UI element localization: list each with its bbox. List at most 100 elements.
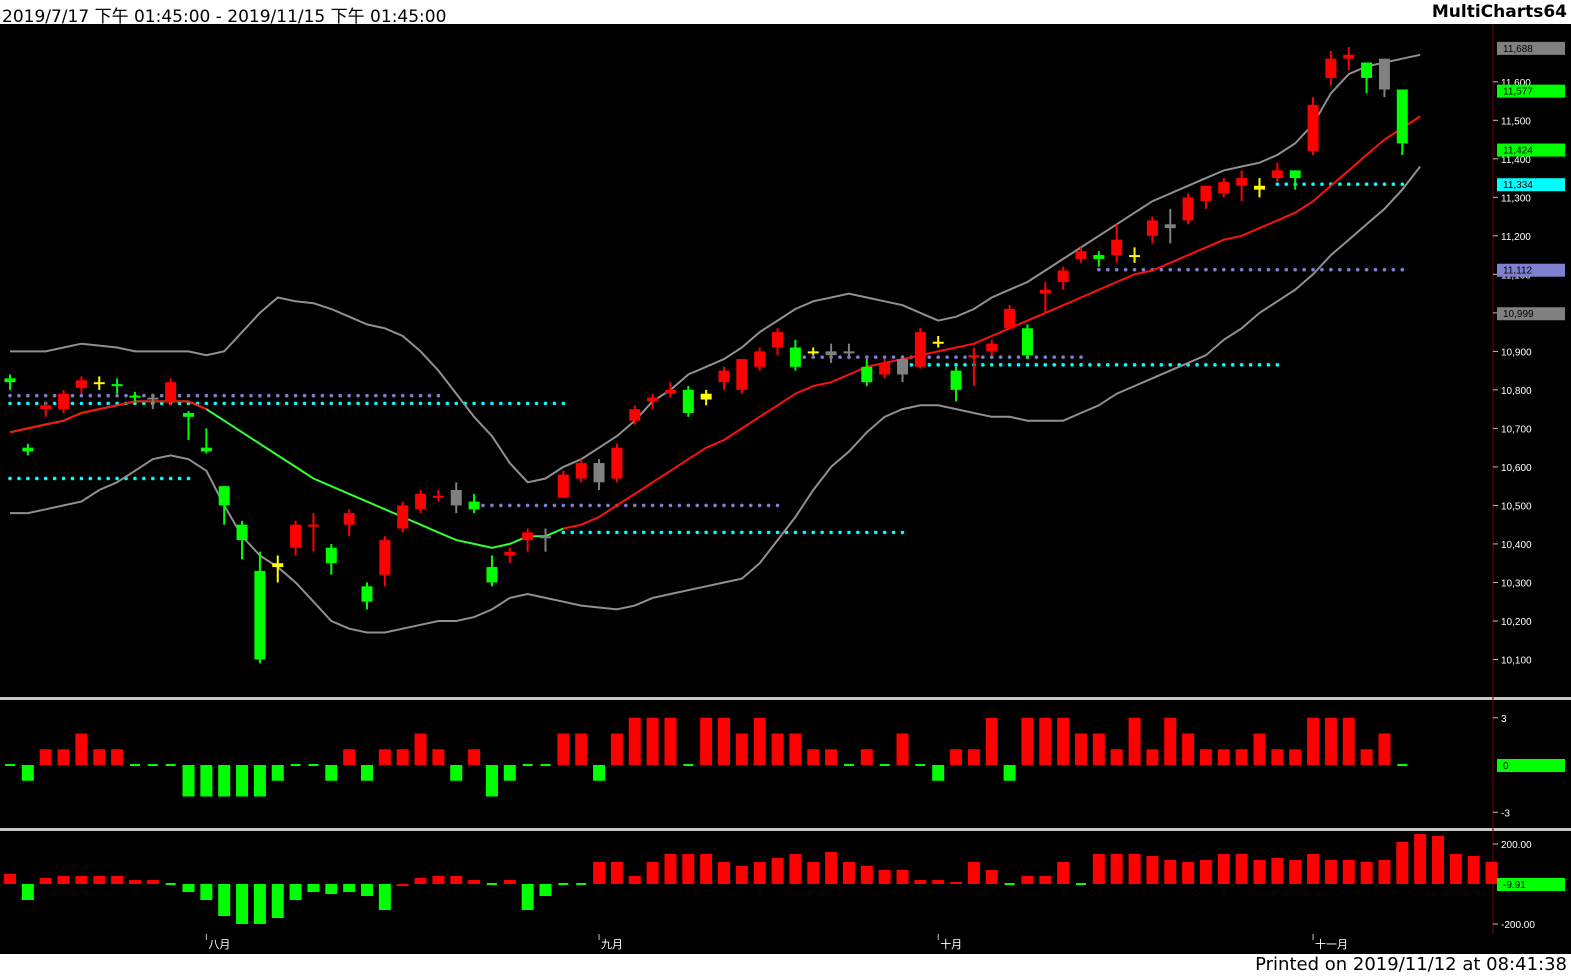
dotted-level-dot — [1373, 267, 1378, 272]
dotted-level-dot — [641, 530, 646, 535]
indicator-bar — [343, 884, 356, 892]
indicator-bar — [414, 733, 427, 765]
dotted-level-dot — [873, 355, 878, 359]
dotted-level-dot — [802, 530, 807, 535]
candle-body — [593, 463, 605, 483]
candle-body — [522, 532, 534, 541]
dotted-level-dot — [793, 530, 798, 535]
dotted-level-dot — [1123, 363, 1128, 367]
indicator-bar — [825, 852, 838, 884]
dotted-level-dot — [356, 401, 360, 406]
dotted-level-dot — [900, 530, 905, 535]
candle-body — [1021, 328, 1033, 356]
dotted-level-dot — [222, 393, 226, 398]
indicator-bar — [182, 884, 195, 892]
candle-body — [1325, 58, 1337, 78]
indicator-bar — [789, 733, 802, 765]
candle-body — [75, 380, 87, 388]
dotted-level-dot — [516, 401, 521, 406]
candle-body — [897, 359, 908, 375]
indicator-tick — [540, 764, 551, 766]
indicator-bar — [1128, 854, 1141, 884]
dotted-level-dot — [1373, 182, 1378, 187]
dotted-level-dot — [1293, 267, 1297, 272]
dotted-level-dot — [1052, 355, 1057, 359]
indicator-bar — [432, 876, 445, 884]
indicator-bar — [485, 765, 498, 797]
dotted-level-dot — [142, 476, 146, 481]
dotted-level-dot — [677, 530, 682, 535]
dotted-level-dot — [508, 401, 512, 406]
indicator-bar — [1128, 717, 1141, 765]
indicator-bar — [414, 878, 427, 884]
indicator-bar — [896, 870, 909, 884]
dotted-level-dot — [267, 393, 271, 398]
dotted-level-dot — [258, 401, 262, 406]
candle-body — [254, 570, 266, 660]
dotted-level-dot — [1391, 182, 1396, 187]
dotted-level-dot — [311, 393, 316, 398]
indicator-bar — [1039, 717, 1052, 765]
dotted-level-dot — [1186, 267, 1190, 272]
dotted-level-dot — [26, 401, 30, 406]
dotted-level-dot — [115, 393, 119, 398]
indicator-tick — [879, 764, 890, 766]
dotted-level-dot — [1222, 363, 1226, 367]
indicator-bar — [842, 862, 855, 884]
dotted-level-dot — [43, 393, 48, 398]
dotted-level-dot — [695, 503, 700, 508]
dotted-level-dot — [275, 401, 280, 406]
dotted-level-dot — [222, 401, 226, 406]
dotted-level-dot — [374, 401, 378, 406]
indicator-bar — [646, 717, 659, 765]
dotted-level-dot — [1168, 363, 1173, 367]
dotted-level-dot — [1230, 363, 1235, 367]
chart-canvas[interactable]: 10,100 10,200 10,300 10,400 10,500 10,600 10,7… — [0, 24, 1571, 954]
dotted-level-dot — [909, 363, 914, 367]
dotted-level-dot — [748, 530, 753, 535]
candle-body — [611, 447, 623, 479]
sub-y-tick-label: -200.00 — [1501, 920, 1535, 931]
indicator-bar — [396, 749, 409, 765]
dotted-level-dot — [954, 355, 958, 359]
dotted-level-dot — [1204, 267, 1208, 272]
dotted-level-dot — [97, 393, 102, 398]
dotted-level-dot — [52, 476, 57, 481]
dotted-level-dot — [873, 530, 878, 535]
dotted-level-dot — [159, 401, 164, 406]
dotted-level-dot — [1177, 267, 1181, 272]
dotted-level-dot — [26, 476, 30, 481]
dotted-level-dot — [740, 530, 744, 535]
y-tick-label: 10,800 — [1501, 386, 1532, 397]
candle-body — [557, 474, 569, 498]
dotted-level-dot — [1043, 355, 1048, 359]
dotted-level-dot — [1338, 182, 1342, 187]
dotted-level-dot — [784, 530, 789, 535]
dotted-level-dot — [713, 503, 717, 508]
dotted-level-dot — [490, 503, 494, 508]
dotted-level-dot — [552, 503, 557, 508]
dotted-level-dot — [865, 355, 869, 359]
dotted-level-dot — [1222, 267, 1226, 272]
indicator-bar — [1289, 860, 1302, 884]
indicator-bar — [1253, 733, 1266, 765]
dotted-level-dot — [1007, 355, 1012, 359]
sub-y-tick-label: 3 — [1501, 714, 1507, 725]
dotted-level-dot — [766, 530, 771, 535]
dotted-level-dot — [1141, 267, 1146, 272]
dotted-level-dot — [989, 363, 994, 367]
dotted-level-dot — [391, 401, 396, 406]
dotted-level-dot — [427, 393, 432, 398]
indicator-bar — [378, 749, 391, 765]
indicator-bar — [1432, 836, 1444, 884]
dotted-level-dot — [1025, 363, 1030, 367]
bollinger-upper — [10, 53, 1421, 484]
candle-body — [1289, 170, 1301, 179]
indicator-tick — [1397, 764, 1408, 766]
candle-body — [843, 351, 855, 354]
candle-body — [861, 366, 873, 383]
price-badge — [1497, 84, 1565, 98]
dotted-level-dot — [748, 503, 753, 508]
x-tick-label: 十一月 — [1315, 937, 1348, 951]
y-tick-label: 11,400 — [1501, 155, 1531, 166]
